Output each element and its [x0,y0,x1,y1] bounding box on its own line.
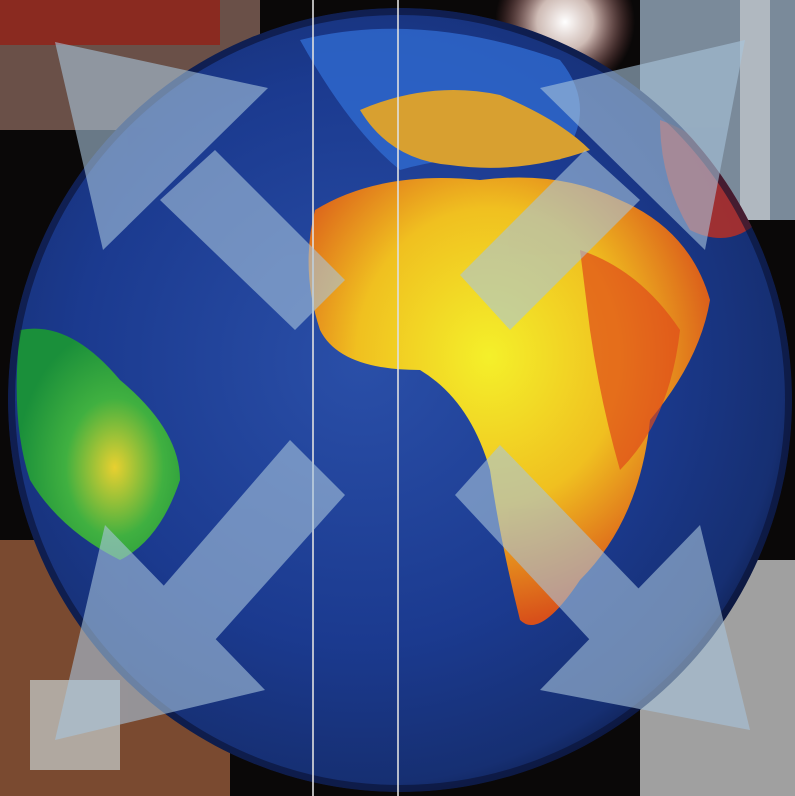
arrows [55,40,750,740]
arrow-head [55,525,265,740]
africa-highlands [580,250,680,470]
arrow-shaft [160,440,345,640]
arrow-shaft [455,445,640,640]
south-america [16,328,180,560]
ship-hull [0,0,220,45]
arrow-head [540,40,745,250]
arrow-shaft [160,150,345,330]
arrow-head [55,42,268,250]
pipe [740,0,770,220]
arrow-head [540,525,750,730]
arrow-shaft [460,150,640,330]
europe [360,90,590,168]
